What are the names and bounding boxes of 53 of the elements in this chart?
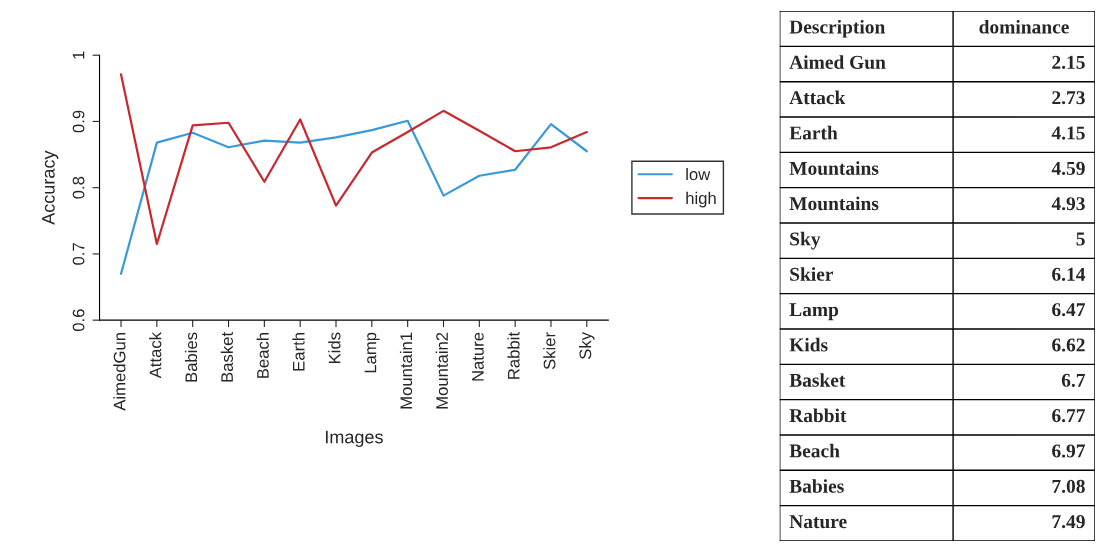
text: dominance	[979, 19, 1069, 34]
data-label: 6.7	[1061, 373, 1086, 387]
x-tick-label: AimedGun	[113, 333, 126, 411]
x-tick-label: Earth	[292, 333, 305, 371]
legend-label: low	[686, 167, 711, 181]
legend-label: high	[686, 191, 716, 208]
category-label: Nature	[789, 515, 847, 529]
category-label: Aimed Gun	[789, 55, 886, 69]
x-tick-label: Rabbit	[507, 332, 520, 379]
y-tick-label: 1	[72, 51, 85, 59]
data-label: 7.08	[1052, 479, 1085, 493]
x-tick-label: Beach	[256, 333, 269, 378]
category-label: Mountains	[789, 196, 879, 211]
category-label: Mountains	[789, 161, 879, 175]
x-tick-label: Sky	[579, 332, 595, 359]
data-label: 4.15	[1051, 126, 1085, 140]
data-label: 4.93	[1051, 197, 1085, 211]
data-label: 2.15	[1052, 55, 1085, 69]
y-tick-label: 0.9	[72, 110, 85, 133]
line-series	[119, 119, 588, 275]
x-axis-title: Images	[325, 430, 383, 447]
data-label: 6.97	[1052, 444, 1086, 458]
category-label: Babies	[789, 479, 844, 493]
category-label: Attack	[789, 90, 846, 105]
category-label: Sky	[790, 231, 821, 250]
y-tick-label: 0.8	[72, 176, 85, 199]
y-tick-label: 0.6	[72, 309, 85, 332]
x-tick-label: Mountain2	[435, 332, 448, 409]
data-label: 6.62	[1052, 338, 1085, 352]
x-tick-label: Nature	[472, 332, 484, 381]
y-axis-title: Accuracy	[42, 150, 59, 225]
x-tick-label: Basket	[220, 332, 233, 382]
data-label: 2.73	[1052, 91, 1085, 105]
category-label: Lamp	[789, 303, 839, 321]
data-label: 5	[1076, 232, 1085, 246]
data-label: 7.49	[1052, 515, 1085, 529]
category-label: Skier	[790, 267, 834, 281]
x-tick-label: Attack	[149, 331, 162, 379]
text: Description	[789, 19, 886, 38]
x-tick-label: Lamp	[364, 332, 380, 373]
category-label: Beach	[789, 443, 840, 458]
x-tick-label: Skier	[543, 332, 556, 370]
y-tick-label: 0.7	[72, 243, 85, 265]
x-tick-label: Babies	[184, 332, 198, 382]
line-series	[119, 73, 588, 246]
data-label: 6.77	[1052, 409, 1086, 423]
data-label: 6.14	[1052, 267, 1086, 281]
data-label: 6.47	[1052, 303, 1086, 317]
x-tick-label: Kids	[328, 332, 341, 364]
category-label: Earth	[789, 125, 838, 140]
data-label: 4.59	[1051, 161, 1085, 175]
x-tick-label: Mountain1	[399, 332, 413, 409]
category-label: Rabbit	[789, 408, 847, 423]
